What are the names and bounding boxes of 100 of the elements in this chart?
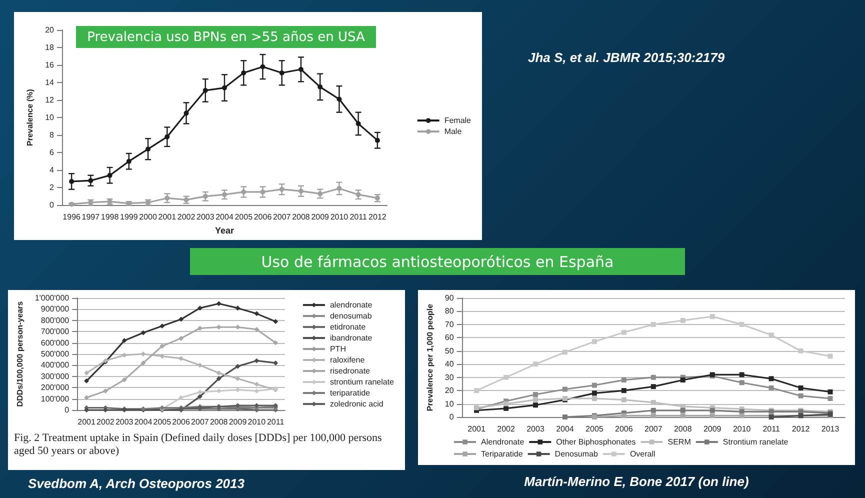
x-tick-label: 2005 [234, 212, 254, 222]
x-tick-label: 1999 [120, 212, 138, 222]
y-tick-label: 50 [444, 346, 454, 356]
x-tick-label: 2011 [762, 424, 780, 434]
y-tick-label: 20 [444, 386, 454, 396]
legend-label: denosumab [330, 312, 372, 320]
legend-label: ibandronate [330, 334, 373, 342]
legend-label: strontium ranelate [330, 378, 395, 386]
x-tick-label: 2012 [792, 424, 810, 434]
y-tick-label: 8 [50, 130, 55, 140]
x-tick-label: 2006 [615, 424, 634, 434]
y-tick-label: 6 [50, 148, 55, 158]
y-tick-label: 1'000'000 [34, 294, 70, 302]
y-tick-label: 0 [64, 406, 70, 414]
x-tick-label: 2007 [272, 212, 292, 222]
legend-label: Teriparatide [481, 450, 524, 458]
y-tick-label: 10 [444, 399, 454, 408]
x-tick-label: 2006 [172, 418, 190, 426]
y-tick-label: 10 [45, 113, 55, 122]
legend-label: raloxifene [330, 356, 366, 364]
legend-label: Male [444, 127, 462, 136]
y-tick-label: 900'000 [40, 304, 70, 314]
y-tick-label: 0 [449, 412, 454, 422]
x-tick-label: 2002 [96, 418, 115, 426]
y-tick-label: 800'000 [40, 316, 70, 325]
y-tick-label: 300'000 [40, 372, 70, 381]
x-tick-label: 2008 [210, 418, 228, 426]
x-tick-label: 2004 [556, 424, 574, 434]
legend-label: alendronate [330, 300, 373, 310]
x-tick-label: 2010 [732, 424, 752, 434]
y-tick-label: 200'000 [40, 383, 70, 392]
legend-label: Overall [630, 450, 656, 458]
y-tick-label: 14 [45, 78, 55, 88]
y-tick-label: 4 [50, 166, 55, 175]
legend-label: Other Biphosphonates [556, 438, 636, 446]
x-tick-label: 2007 [644, 424, 663, 434]
y-axis-title: Prevalence (%) [26, 88, 35, 146]
y-tick-label: 18 [45, 43, 55, 52]
x-tick-label: 2003 [115, 418, 134, 426]
x-tick-label: 2005 [586, 424, 604, 434]
y-tick-label: 0 [50, 200, 55, 210]
y-axis-title: Prevalence per 1,000 people [426, 303, 434, 412]
y-tick-label: 600'000 [40, 338, 70, 348]
x-tick-label: 2001 [468, 424, 486, 434]
x-tick-label: 2008 [674, 424, 692, 434]
x-tick-label: 2009 [228, 418, 248, 426]
x-tick-label: 2011 [350, 212, 368, 222]
x-tick-label: 2009 [311, 212, 330, 222]
x-tick-label: 1996 [62, 212, 82, 222]
x-tick-label: 1997 [82, 212, 100, 222]
legend-label: zoledronic acid [330, 400, 384, 408]
y-tick-label: 90 [444, 294, 454, 302]
y-tick-label: 500'000 [40, 350, 70, 358]
text: Jha S, et al. JBMR 2015;30:2179 [528, 50, 726, 65]
x-tick-label: 2001 [158, 212, 177, 222]
y-tick-label: 12 [45, 96, 55, 105]
x-tick-label: 2007 [191, 418, 210, 426]
x-tick-label: 2011 [266, 418, 285, 426]
x-tick-label: 1998 [100, 212, 120, 222]
legend-label: SERM [668, 438, 692, 446]
x-tick-label: 2013 [821, 424, 840, 434]
x-tick-label: 2002 [177, 212, 196, 222]
y-tick-label: 40 [444, 360, 454, 369]
y-tick-label: 400'000 [40, 360, 70, 370]
x-tick-label: 2010 [248, 418, 266, 426]
x-tick-label: 2000 [139, 212, 158, 222]
y-tick-label: 60 [444, 333, 454, 342]
y-tick-label: 16 [45, 60, 55, 70]
x-tick-label: 2003 [526, 424, 545, 434]
legend-label: Denosumab [554, 450, 598, 458]
text: Martín-Merino E, Bone 2017 (on line) [523, 474, 750, 489]
y-tick-label: 30 [444, 372, 454, 382]
legend-label: Female [444, 116, 472, 125]
x-tick-label: 2003 [196, 212, 215, 222]
x-tick-label: 2005 [153, 418, 172, 426]
y-tick-label: 700'000 [40, 327, 70, 336]
x-tick-label: 2008 [292, 212, 310, 222]
y-axis-title: DDDs/100,000 person-years [16, 300, 24, 407]
chart-title: Prevalencia uso BPNs en >55 años en USA [76, 26, 376, 48]
y-tick-label: 100'000 [40, 394, 70, 404]
y-tick-label: 70 [444, 320, 454, 329]
legend-label: Alendronate [481, 438, 525, 446]
x-axis-title: Year [214, 226, 234, 236]
legend-label: Strontium ranelate [722, 438, 789, 446]
x-tick-label: 2010 [330, 212, 349, 222]
legend-label: risedronate [330, 366, 371, 376]
x-tick-label: 2002 [497, 424, 516, 434]
y-tick-label: 20 [45, 26, 55, 34]
x-tick-label: 2006 [254, 212, 272, 222]
text: Uso de fármacos antiosteoporóticos en España [190, 248, 685, 275]
x-tick-label: 2012 [368, 212, 387, 222]
x-tick-label: 2009 [703, 424, 722, 434]
x-tick-label: 2004 [134, 418, 153, 426]
y-tick-label: 80 [444, 306, 454, 316]
legend-label: PTH [330, 344, 346, 354]
x-tick-label: 2001 [78, 418, 96, 426]
x-tick-label: 2004 [216, 212, 234, 222]
text: Svedbom A, Arch Osteoporos 2013 [28, 476, 246, 491]
legend-label: etidronate [330, 322, 366, 332]
legend-label: teriparatide [330, 388, 371, 398]
